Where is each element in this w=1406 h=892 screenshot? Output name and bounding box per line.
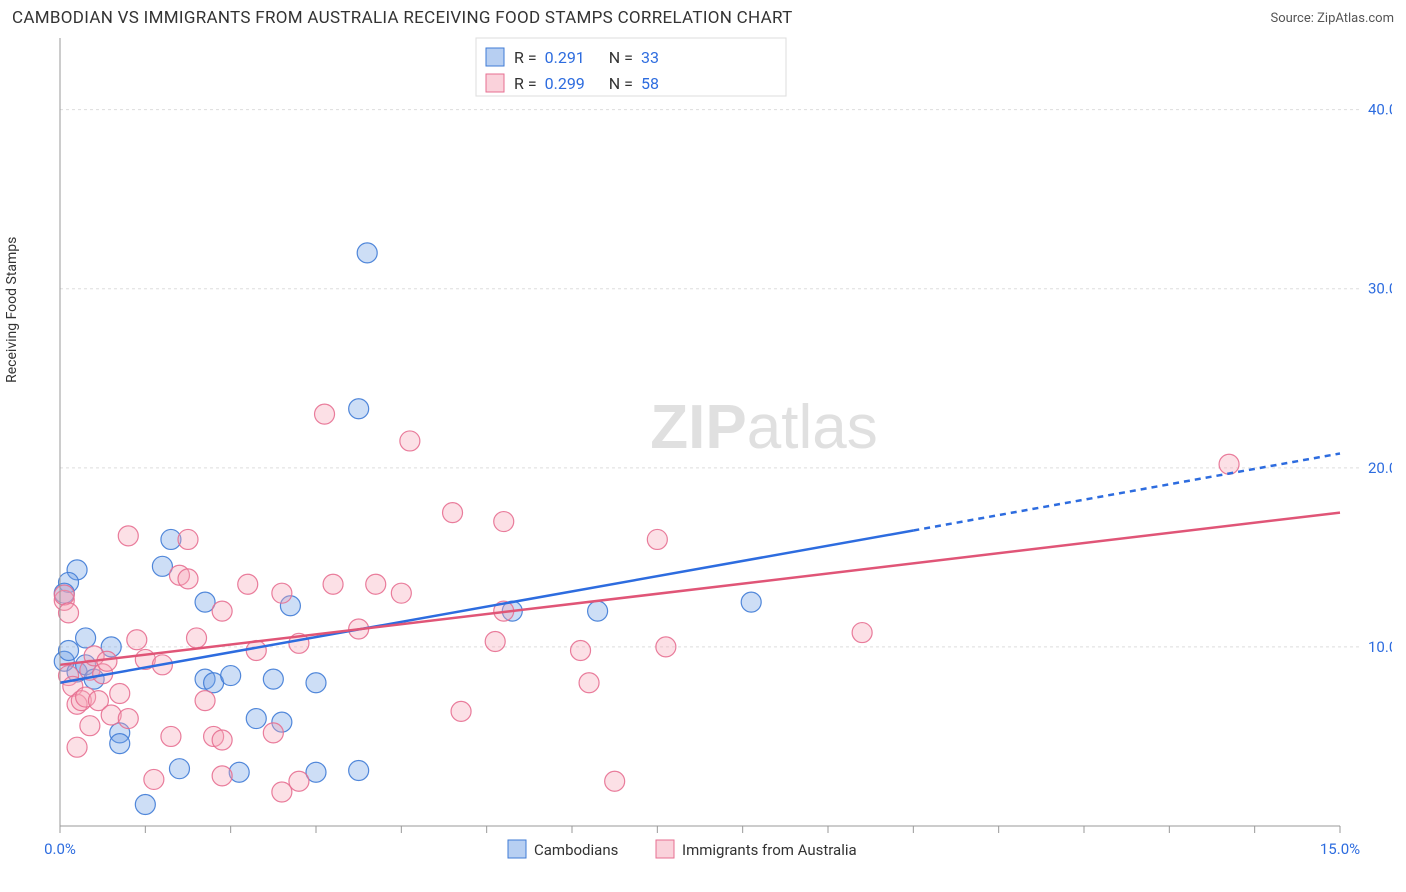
data-point-aus — [54, 585, 74, 605]
data-point-cambodians — [349, 760, 369, 780]
legend-swatch — [486, 74, 504, 92]
data-point-aus — [289, 771, 309, 791]
data-point-aus — [212, 730, 232, 750]
data-point-aus — [263, 723, 283, 743]
data-point-cambodians — [263, 669, 283, 689]
data-point-cambodians — [357, 243, 377, 263]
legend-series: Cambodians Immigrants from Australia — [508, 840, 857, 859]
legend-stat-row: R =0.291N =33 — [514, 48, 659, 67]
data-point-aus — [656, 637, 676, 657]
data-point-cambodians — [741, 592, 761, 612]
legend-label: Immigrants from Australia — [682, 841, 857, 859]
data-point-aus — [323, 574, 343, 594]
legend-swatch — [486, 48, 504, 66]
data-point-cambodians — [306, 673, 326, 693]
chart-title: CAMBODIAN VS IMMIGRANTS FROM AUSTRALIA R… — [12, 8, 793, 28]
data-point-aus — [400, 431, 420, 451]
data-point-cambodians — [246, 709, 266, 729]
y-tick-label: 20.0% — [1368, 459, 1392, 477]
x-tick-label: 0.0% — [44, 840, 76, 858]
y-axis-label: Receiving Food Stamps — [4, 237, 20, 383]
data-point-aus — [579, 673, 599, 693]
legend-stat-row: R =0.299N =58 — [514, 74, 659, 93]
data-point-aus — [161, 726, 181, 746]
data-point-aus — [272, 583, 292, 603]
data-point-aus — [272, 782, 292, 802]
data-point-aus — [485, 632, 505, 652]
data-point-aus — [647, 529, 667, 549]
legend-swatch — [508, 840, 526, 858]
data-point-aus — [315, 404, 335, 424]
data-point-aus — [110, 683, 130, 703]
scatter-chart: ZIPatlas 10.0% 20.0% 30.0% 40.0% 0.0% 15.0% R =… — [12, 32, 1392, 880]
data-point-aus — [195, 691, 215, 711]
data-point-aus — [59, 603, 79, 623]
data-point-aus — [494, 512, 514, 532]
y-tick-label: 10.0% — [1368, 638, 1392, 656]
data-point-aus — [571, 640, 591, 660]
y-tick-label: 30.0% — [1368, 280, 1392, 298]
data-point-cambodians — [59, 640, 79, 660]
x-tick-label: 15.0% — [1320, 840, 1360, 858]
regression-line-cambodians — [60, 531, 913, 683]
data-point-aus — [1219, 454, 1239, 474]
data-point-cambodians — [229, 762, 249, 782]
data-point-aus — [443, 503, 463, 523]
data-point-aus — [101, 705, 121, 725]
data-point-aus — [67, 737, 87, 757]
data-point-aus — [118, 709, 138, 729]
data-point-aus — [80, 716, 100, 736]
chart-source: Source: ZipAtlas.com — [1270, 11, 1394, 26]
data-point-aus — [212, 601, 232, 621]
data-point-cambodians — [588, 601, 608, 621]
data-point-aus — [144, 769, 164, 789]
data-point-aus — [178, 529, 198, 549]
data-point-aus — [118, 526, 138, 546]
data-point-aus — [852, 623, 872, 643]
data-point-aus — [451, 701, 471, 721]
data-point-aus — [187, 628, 207, 648]
watermark: ZIPatlas — [650, 393, 877, 462]
data-point-cambodians — [349, 399, 369, 419]
data-point-aus — [178, 569, 198, 589]
legend-swatch — [656, 840, 674, 858]
data-point-aus — [366, 574, 386, 594]
legend-stats: R =0.291N =33 R =0.299N =58 — [476, 38, 786, 96]
data-point-cambodians — [110, 734, 130, 754]
data-point-aus — [212, 766, 232, 786]
legend-label: Cambodians — [534, 841, 618, 859]
data-point-aus — [127, 630, 147, 650]
data-point-cambodians — [169, 759, 189, 779]
data-point-cambodians — [135, 795, 155, 815]
chart-area: Receiving Food Stamps ZIPatlas10.0%20.0%… — [12, 32, 1394, 880]
data-point-aus — [605, 771, 625, 791]
data-point-cambodians — [221, 666, 241, 686]
data-point-aus — [238, 574, 258, 594]
data-point-aus — [391, 583, 411, 603]
y-tick-label: 40.0% — [1368, 101, 1392, 119]
data-point-cambodians — [76, 628, 96, 648]
chart-header: CAMBODIAN VS IMMIGRANTS FROM AUSTRALIA R… — [0, 0, 1406, 32]
